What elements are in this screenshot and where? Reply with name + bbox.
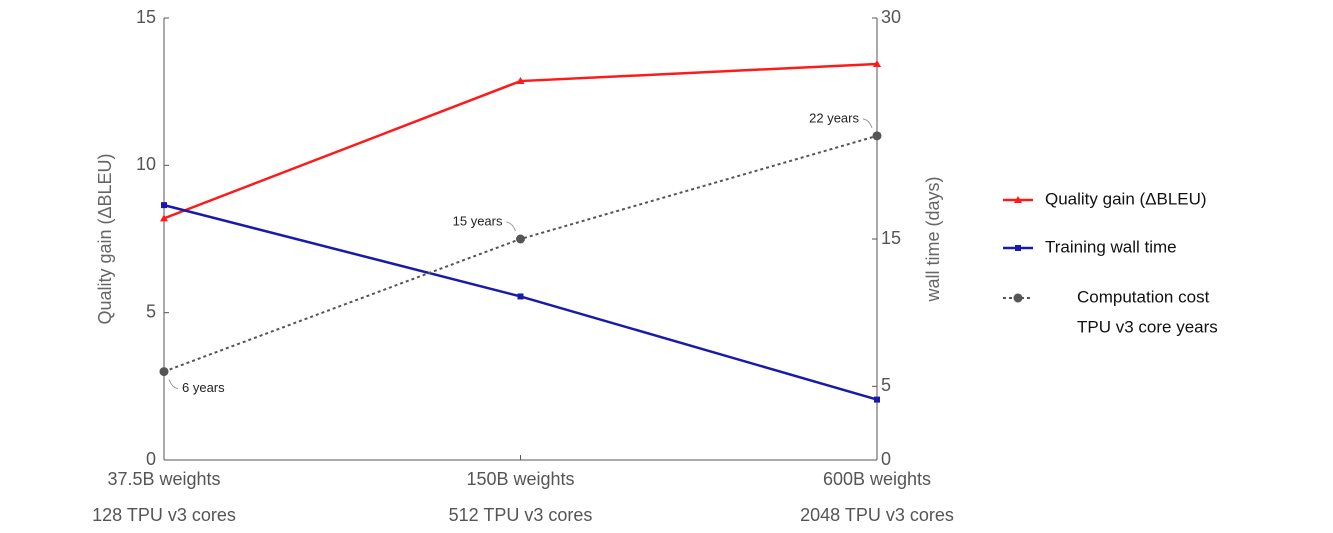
legend-marker bbox=[1014, 196, 1022, 203]
point bbox=[873, 59, 881, 67]
y-axis-label: Quality gain (ΔBLEU) bbox=[95, 153, 115, 324]
x-tick-label: 37.5B weights bbox=[107, 469, 220, 489]
y-tick-label: 10 bbox=[136, 154, 156, 174]
point bbox=[516, 234, 525, 244]
x-tick-label: 600B weights bbox=[823, 469, 931, 489]
y2-tick-label: 5 bbox=[881, 375, 891, 395]
point bbox=[159, 367, 169, 377]
y2-tick-label: 30 bbox=[881, 7, 901, 27]
y2-axis-label: wall time (days) bbox=[923, 176, 943, 302]
legend-marker bbox=[1013, 293, 1023, 303]
point bbox=[872, 131, 882, 141]
legend-label: Quality gain (ΔBLEU) bbox=[1045, 189, 1207, 208]
series-line bbox=[163, 134, 878, 373]
annotation-leader bbox=[168, 379, 179, 390]
legend-label: TPU v3 core years bbox=[1077, 317, 1218, 336]
legend-label: Training wall time bbox=[1045, 237, 1177, 256]
annotation-leader bbox=[506, 221, 516, 232]
data-label: 15 years bbox=[453, 213, 503, 228]
point bbox=[161, 202, 167, 209]
y2-tick-label: 0 bbox=[881, 449, 891, 469]
x-tick-label: 150B weights bbox=[466, 469, 574, 489]
data-label: 6 years bbox=[182, 380, 225, 395]
y-tick-label: 15 bbox=[136, 7, 156, 27]
legend-marker bbox=[1015, 245, 1021, 251]
y-tick-label: 0 bbox=[146, 449, 156, 469]
data-label: 22 years bbox=[809, 110, 859, 125]
series-line bbox=[163, 62, 878, 220]
y-tick-label: 5 bbox=[146, 301, 156, 321]
y2-tick-label: 15 bbox=[881, 228, 901, 248]
point bbox=[516, 77, 525, 85]
legend-label: Computation cost bbox=[1077, 287, 1210, 306]
annotation-leader bbox=[862, 118, 873, 129]
series-line bbox=[163, 203, 878, 401]
point bbox=[517, 293, 524, 300]
point bbox=[874, 396, 880, 403]
x-tick-label: 128 TPU v3 cores bbox=[92, 505, 236, 525]
point bbox=[160, 214, 168, 222]
x-tick-label: 512 TPU v3 cores bbox=[449, 505, 593, 525]
x-tick-label: 2048 TPU v3 cores bbox=[800, 505, 954, 525]
